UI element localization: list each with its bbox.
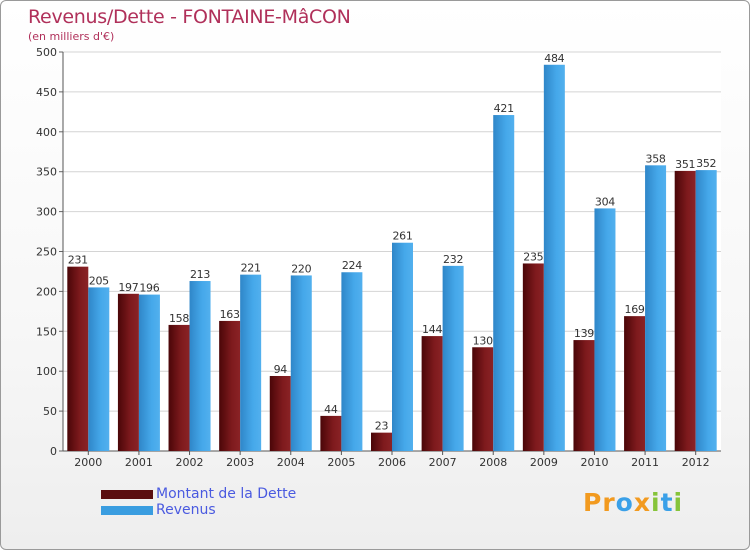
logo-letter: i [651,488,661,517]
legend-label-revenus: Revenus [156,502,216,518]
y-tick-label: 0 [50,445,57,458]
data-label-dette: 197 [118,281,138,294]
chart-title: Revenus/Dette - FONTAINE-MâCON [28,6,351,28]
data-label-dette: 139 [574,327,594,340]
data-label-revenus: 484 [544,52,564,65]
x-tick-label: 2003 [226,456,254,469]
bar-dette [219,320,241,451]
data-label-dette: 23 [375,420,389,433]
x-tick-label: 2011 [631,456,659,469]
bar-dette [269,375,291,451]
bar-revenus [645,165,667,452]
x-tick-label: 2012 [682,456,710,469]
data-label-dette: 235 [523,250,543,263]
bar-revenus [695,170,717,451]
y-tick-label: 450 [36,86,57,99]
y-tick-label: 200 [36,285,57,298]
bar-dette [421,336,443,451]
chart-subtitle: (en milliers d'€) [28,30,115,43]
bar-revenus [392,242,413,451]
y-tick-label: 500 [36,46,57,59]
y-tick-label: 350 [36,166,57,179]
proxiti-logo: Proxiti [583,488,683,517]
legend-swatch-revenus [101,506,153,515]
data-label-revenus: 205 [89,274,109,287]
bar-dette [371,432,392,451]
y-tick-label: 100 [36,365,57,378]
x-tick-label: 2001 [125,456,153,469]
y-tick-label: 250 [36,246,57,259]
data-label-dette: 144 [422,323,442,336]
data-label-revenus: 221 [241,262,261,275]
bar-revenus [189,281,211,451]
bar-dette [117,293,139,451]
bar-dette [522,263,544,451]
bar-dette [168,324,190,451]
x-tick-label: 2010 [580,456,608,469]
data-label-revenus: 352 [696,157,716,170]
x-tick-label: 2000 [74,456,102,469]
bar-revenus [493,115,515,452]
data-label-revenus: 304 [595,195,615,208]
x-tick-label: 2006 [378,456,406,469]
bar-revenus [341,272,363,451]
bar-revenus [240,274,262,451]
bar-revenus [594,208,616,451]
data-label-revenus: 358 [646,152,666,165]
x-tick-label: 2004 [277,456,305,469]
logo-letter: r [602,488,616,517]
bar-dette [472,347,494,451]
x-tick-label: 2005 [327,456,355,469]
data-label-revenus: 220 [291,262,311,275]
data-label-revenus: 421 [494,102,514,115]
data-label-dette: 169 [625,303,645,316]
data-label-dette: 44 [324,403,338,416]
bar-dette [624,316,646,451]
data-label-dette: 94 [274,363,288,376]
x-tick-label: 2007 [429,456,457,469]
data-label-revenus: 213 [190,268,210,281]
logo-letter: x [633,488,651,517]
data-label-revenus: 224 [342,259,362,272]
y-tick-label: 400 [36,126,57,139]
bar-revenus [543,64,565,451]
bar-dette [320,415,342,451]
data-label-dette: 231 [68,254,88,267]
x-tick-label: 2008 [479,456,507,469]
y-tick-label: 50 [43,405,57,418]
data-label-dette: 163 [220,308,240,321]
logo-letter: t [660,488,674,517]
data-label-dette: 351 [675,158,695,171]
legend-label-dette: Montant de la Dette [156,486,297,502]
y-tick-label: 300 [36,206,57,219]
data-label-dette: 158 [169,312,189,325]
bar-revenus [138,294,160,451]
data-label-revenus: 232 [443,253,463,266]
bar-dette [573,340,595,451]
bar-revenus [290,275,312,451]
legend-swatch-dette [101,490,153,499]
bar-dette [67,266,89,451]
data-label-revenus: 196 [139,282,159,295]
logo-letter: P [583,488,603,517]
y-tick-label: 150 [36,325,57,338]
logo-letter: i [673,488,684,517]
x-tick-label: 2002 [176,456,204,469]
logo-letter: o [615,488,634,517]
data-label-revenus: 261 [392,230,412,243]
bar-revenus [442,265,464,451]
bar-dette [674,170,696,452]
x-tick-label: 2009 [530,456,558,469]
data-label-dette: 130 [473,334,493,347]
bar-revenus [88,287,110,451]
